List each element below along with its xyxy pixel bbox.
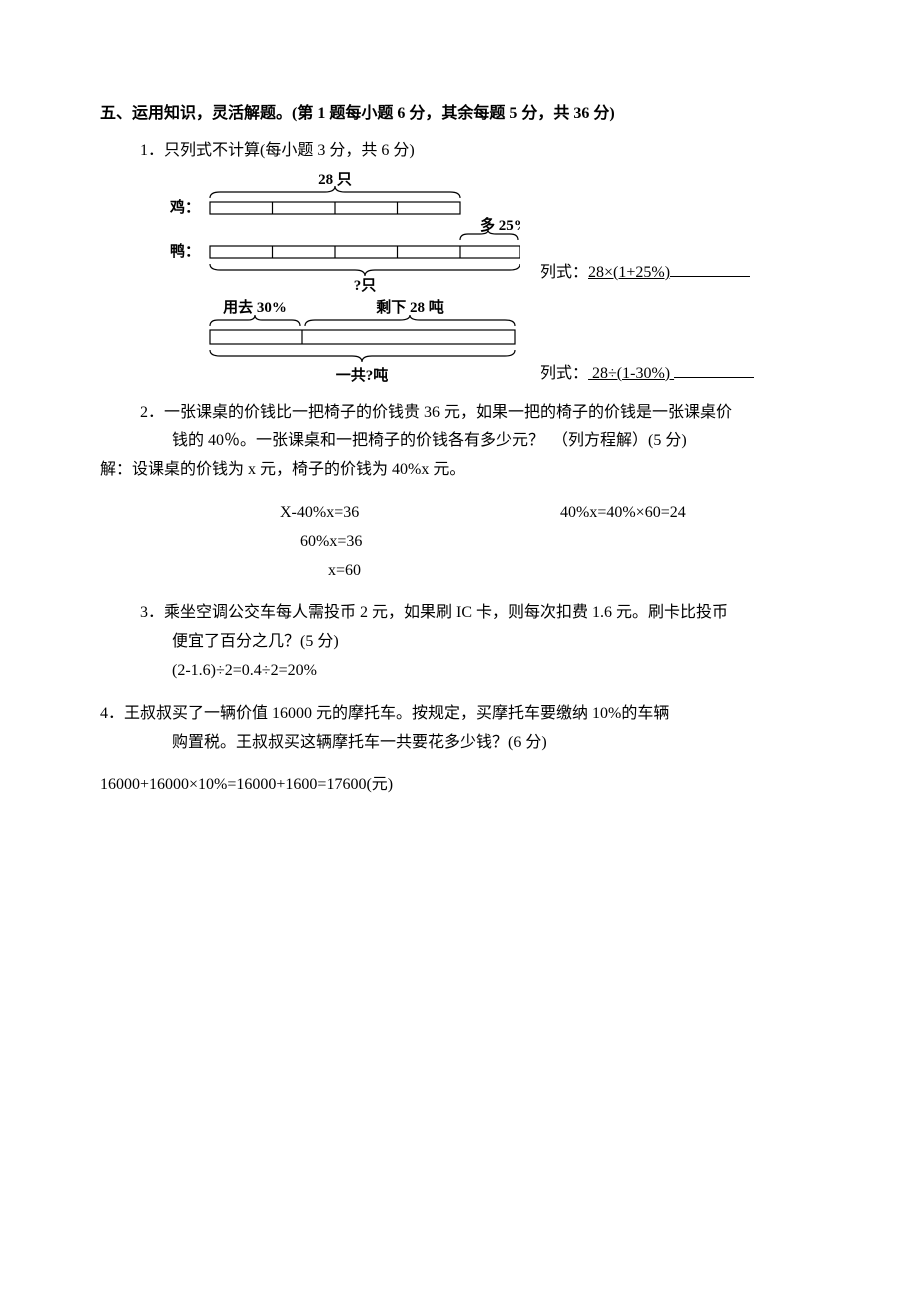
q2-line1: 2．一张课桌的价钱比一把椅子的价钱贵 36 元，如果一把的椅子的价钱是一张课桌价 bbox=[140, 399, 820, 428]
blank-line bbox=[670, 260, 750, 277]
diag-a-top-label: 28 只 bbox=[318, 172, 352, 188]
formula-a-expr: 28×(1+25%) bbox=[588, 264, 670, 281]
diagram-a: 28 只 鸡： 多 25% 鸭： ?只 bbox=[140, 172, 520, 292]
brace-top bbox=[210, 186, 460, 198]
eq3-left: x=60 bbox=[100, 557, 480, 586]
q1-prompt: 1．只列式不计算(每小题 3 分，共 6 分) bbox=[140, 137, 820, 166]
q2-equations: X-40%x=36 40%x=40%×60=24 60%x=36 x=60 bbox=[100, 499, 820, 585]
diag-b-right-label: 剩下 28 吨 bbox=[376, 298, 444, 316]
q2-line2: 钱的 40％。一张课桌和一把椅子的价钱各有多少元？ （列方程解）(5 分) bbox=[172, 427, 820, 456]
q4-line1: 4．王叔叔买了一辆价值 16000 元的摩托车。按规定，买摩托车要缴纳 10%的… bbox=[100, 700, 820, 729]
diag-b-bottom-label: 一共?吨 bbox=[336, 366, 389, 384]
q3-calc: (2-1.6)÷2=0.4÷2=20% bbox=[172, 657, 820, 686]
q3-line2: 便宜了百分之几？(5 分) bbox=[172, 628, 820, 657]
section-title: 五、运用知识，灵活解题。(第 1 题每小题 6 分，其余每题 5 分，共 36 … bbox=[100, 100, 820, 129]
formula-b-prefix: 列式： bbox=[540, 365, 588, 382]
q3-line1: 3．乘坐空调公交车每人需投币 2 元，如果刷 IC 卡，则每次扣费 1.6 元。… bbox=[140, 599, 820, 628]
diag-a-row2-label: 鸭： bbox=[170, 242, 200, 260]
duck-bar bbox=[210, 246, 520, 258]
brace-b-bottom bbox=[210, 350, 515, 362]
diagram-b: 用去 30% 剩下 28 吨 一共?吨 bbox=[140, 298, 520, 393]
brace-bottom-a bbox=[210, 264, 520, 276]
eq1-right: 40%x=40%×60=24 bbox=[480, 499, 686, 528]
blank-line bbox=[674, 361, 754, 378]
diag-a-row1-label: 鸡： bbox=[169, 198, 200, 216]
diag-a-extra-label: 多 25% bbox=[480, 216, 520, 234]
eq2-left: 60%x=36 bbox=[100, 528, 480, 557]
formula-b-expr: 28÷(1-30%) bbox=[588, 365, 674, 382]
q2-solution-head: 解：设课桌的价钱为 x 元，椅子的价钱为 40%x 元。 bbox=[100, 456, 820, 485]
brace-b-right bbox=[305, 315, 515, 326]
diag-a-bottom-label: ?只 bbox=[354, 277, 377, 292]
diagram-b-row: 用去 30% 剩下 28 吨 一共?吨 列式： 28÷(1-30%) bbox=[140, 298, 820, 393]
diag-b-left-label: 用去 30% bbox=[223, 298, 287, 316]
diagram-a-row: 28 只 鸡： 多 25% 鸭： ?只 列式：28×(1+25%) bbox=[140, 172, 820, 292]
formula-b: 列式： 28÷(1-30%) bbox=[540, 360, 754, 393]
q4-calc: 16000+16000×10%=16000+1600=17600(元) bbox=[100, 771, 820, 800]
brace-b-left bbox=[210, 315, 300, 326]
total-bar bbox=[210, 330, 515, 344]
formula-a-prefix: 列式： bbox=[540, 264, 588, 281]
formula-a: 列式：28×(1+25%) bbox=[540, 259, 750, 292]
q4-line2: 购置税。王叔叔买这辆摩托车一共要花多少钱？(6 分) bbox=[172, 729, 820, 758]
eq1-left: X-40%x=36 bbox=[100, 499, 480, 528]
